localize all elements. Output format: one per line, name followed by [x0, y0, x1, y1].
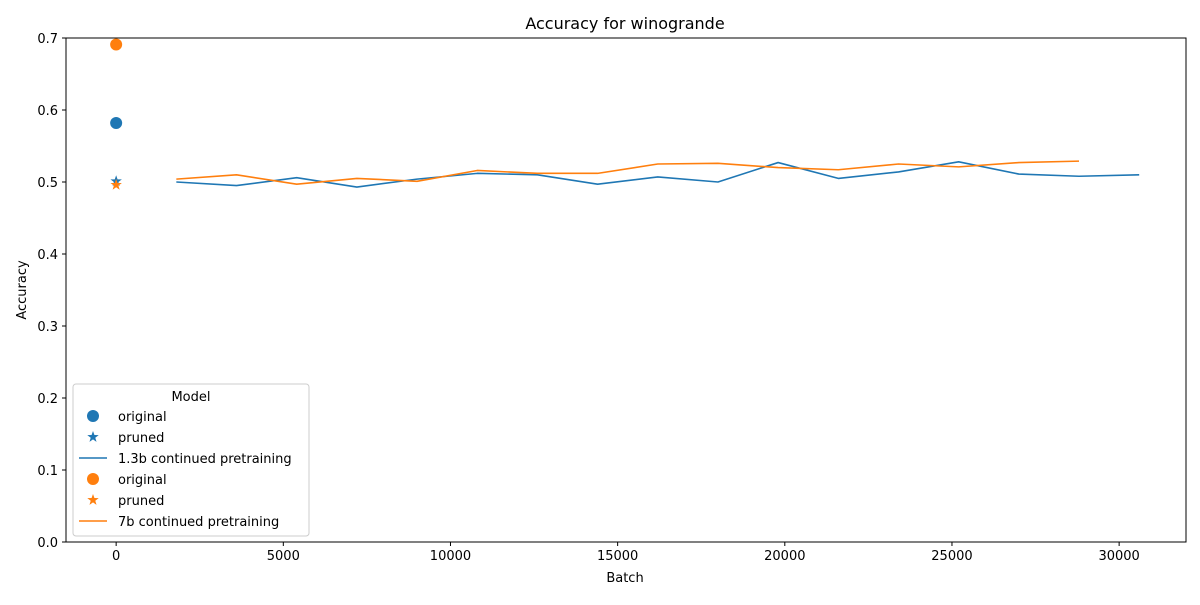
y-tick-label: 0.4 [37, 248, 58, 263]
x-tick-label: 15000 [597, 549, 638, 564]
y-axis-label: Accuracy [15, 260, 30, 320]
y-tick-label: 0.3 [37, 320, 58, 335]
legend-label: pruned [118, 494, 164, 509]
original-marker [110, 116, 123, 129]
plot-frame [65, 37, 1187, 543]
legend-label: original [118, 410, 167, 425]
x-axis-label: Batch [606, 571, 643, 586]
legend-star-marker [87, 494, 99, 505]
original-marker [110, 38, 123, 51]
series-line [176, 161, 1140, 188]
legend-label: original [118, 473, 167, 488]
axis-ticks: 0 5000 10000 15000 20000 25000 30000 0.0 0.1 0.2 0… [37, 32, 1140, 564]
x-tick-label: 25000 [931, 549, 972, 564]
x-tick-label: 10000 [430, 549, 471, 564]
y-tick-label: 0.7 [37, 32, 58, 47]
legend-label: pruned [118, 431, 164, 446]
x-tick-label: 30000 [1098, 549, 1139, 564]
legend-label: 7b continued pretraining [118, 515, 279, 530]
y-tick-label: 0.1 [37, 464, 58, 479]
y-tick-label: 0.5 [37, 176, 58, 191]
series-line [176, 160, 1080, 185]
x-tick-label: 0 [112, 549, 120, 564]
x-tick-label: 5000 [267, 549, 300, 564]
pruned-star-marker [110, 178, 122, 190]
y-tick-label: 0.0 [37, 536, 58, 551]
legend-circle-marker [87, 473, 99, 485]
y-tick-label: 0.2 [37, 392, 58, 407]
chart-title: Accuracy for winogrande [525, 14, 724, 33]
legend-label: 1.3b continued pretraining [118, 452, 292, 467]
legend-star-marker [87, 431, 99, 442]
series-lines [176, 160, 1140, 188]
legend-box [72, 383, 310, 537]
legend: Model original pruned 1.3b continued pretra… [72, 383, 310, 537]
y-tick-label: 0.6 [37, 104, 58, 119]
marker-points [110, 38, 123, 190]
legend-circle-marker [87, 410, 99, 422]
x-tick-label: 20000 [764, 549, 805, 564]
legend-title: Model [171, 390, 210, 405]
